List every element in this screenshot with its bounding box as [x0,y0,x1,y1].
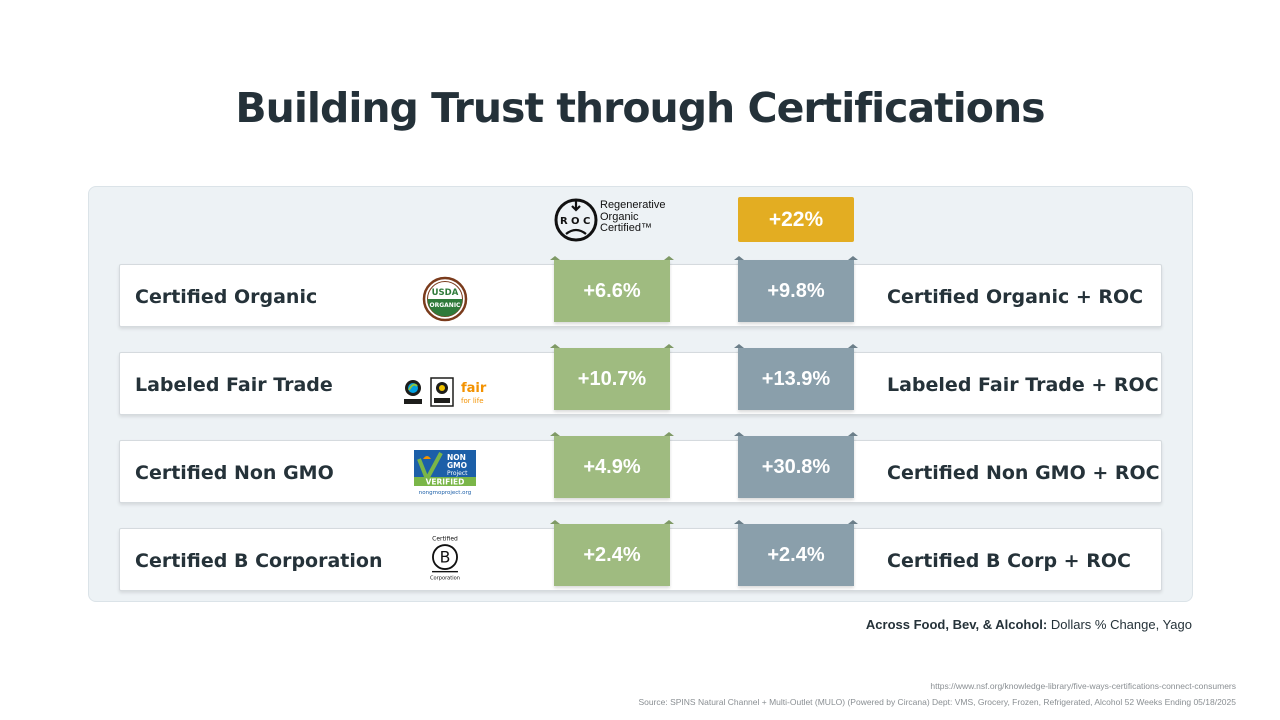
svg-text:Corporation: Corporation [430,575,460,581]
cert-value-tile: +6.6% [550,256,674,322]
row-label: Certified Non GMO [135,461,334,484]
row-right-label: Certified B Corp + ROC [887,549,1131,572]
svg-text:for life: for life [461,397,484,405]
svg-text:B: B [440,548,451,567]
svg-text:GMO: GMO [447,461,467,470]
roc-overall-badge: +22% [738,197,854,242]
svg-text:fair: fair [461,381,487,396]
row-right-label: Certified Organic + ROC [887,285,1144,308]
roc-value-tile: +30.8% [734,432,858,498]
cert-value-tile: +10.7% [550,344,674,410]
roc-seal-icon: R O C [554,198,598,242]
caption-bold: Across Food, Bev, & Alcohol: [865,617,1048,632]
roc-text-line1: Regenerative [600,199,666,211]
non-gmo-project-icon: NON GMO Project VERIFIED nongmoproject.o… [414,450,476,496]
roc-logo: R O C Regenerative Organic Certified™ [553,196,678,244]
svg-text:Project: Project [447,470,468,477]
roc-value-tile: +2.4% [734,520,858,586]
source-url: https://www.nsf.org/knowledge-library/fi… [930,681,1236,691]
svg-text:ORGANIC: ORGANIC [430,302,462,309]
svg-text:nongmoproject.org: nongmoproject.org [419,490,471,496]
roc-value-tile: +13.9% [734,344,858,410]
svg-text:VERIFIED: VERIFIED [426,478,465,487]
cert-value-tile: +2.4% [550,520,674,586]
svg-text:O: O [571,216,580,227]
svg-text:Certified: Certified [432,535,458,542]
source-text: Source: SPINS Natural Channel + Multi-Ou… [638,697,1236,707]
svg-text:R: R [560,216,568,227]
page-title: Building Trust through Certifications [235,84,1045,132]
roc-text-line3: Certified™ [600,222,652,234]
fair-trade-icons: fair for life [404,377,487,407]
b-corp-icon: Certified B Corporation [430,535,460,581]
roc-value-tile: +9.8% [734,256,858,322]
row-label: Certified Organic [135,285,318,308]
svg-text:NON: NON [447,453,466,462]
row-label: Labeled Fair Trade [135,373,333,396]
row-right-label: Labeled Fair Trade + ROC [887,373,1159,396]
caption-rest: Dollars % Change, Yago [1047,617,1192,632]
row-label: Certified B Corporation [135,549,383,572]
svg-text:USDA: USDA [432,288,459,298]
svg-text:C: C [583,216,590,227]
row-right-label: Certified Non GMO + ROC [887,461,1160,484]
usda-organic-icon: USDA ORGANIC [422,276,468,322]
roc-text-line2: Organic [600,210,639,223]
roc-logo-text: Regenerative Organic Certified™ [600,199,666,235]
cert-value-tile: +4.9% [550,432,674,498]
chart-caption: Across Food, Bev, & Alcohol: Dollars % C… [866,617,1192,632]
